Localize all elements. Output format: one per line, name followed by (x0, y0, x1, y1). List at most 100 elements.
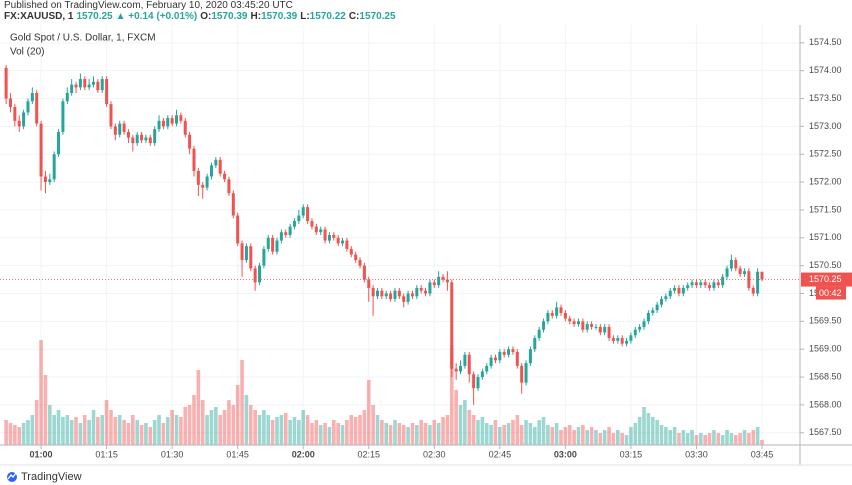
volume-bar (441, 417, 445, 445)
ohlc-key: O: (200, 11, 212, 22)
candle-body (681, 287, 685, 294)
candle-body (209, 165, 213, 177)
volume-bar (716, 433, 721, 445)
axes: 1567.50 1568.00 1568.50 1569.00 1569.50 1570.… (0, 37, 852, 459)
volume-bar (218, 415, 223, 445)
candle-body (651, 310, 655, 313)
y-tick-label: 1568.00 (809, 399, 842, 409)
volume-bar (738, 433, 742, 445)
ohlc-key: L: (300, 11, 310, 22)
volume-bar (581, 425, 585, 445)
published: Published on TradingView.com, February 1… (4, 0, 293, 11)
candle-body (205, 176, 209, 188)
volume-bar (458, 405, 463, 445)
volume-bar (528, 423, 533, 445)
candle-body (43, 176, 47, 183)
candle-body (489, 357, 493, 366)
volume (4, 340, 764, 445)
x-tick-label: 02:00 (292, 449, 315, 459)
candle-body (148, 137, 152, 144)
volume-bar (554, 423, 559, 445)
volume-bar (30, 415, 35, 445)
candle-body (664, 296, 668, 300)
candle-body (694, 282, 698, 286)
candle-body (424, 290, 428, 294)
candle-body (310, 221, 314, 227)
candle-body (712, 282, 716, 288)
volume-bar (165, 417, 170, 445)
candle-body (472, 374, 476, 389)
candle-body (406, 293, 410, 302)
volume-bar (279, 415, 284, 445)
candle-body (179, 115, 183, 121)
y-tick-label: 1571.50 (809, 204, 842, 214)
candle-body (96, 81, 100, 91)
candle-body (716, 282, 720, 286)
candle-body (8, 98, 12, 107)
candle-body (441, 276, 445, 280)
grid (0, 25, 800, 445)
candle-body (192, 148, 196, 171)
candle-body (397, 290, 401, 297)
candle-body (585, 324, 589, 330)
volume-bar (567, 425, 572, 445)
volume-bar (157, 415, 161, 445)
y-tick-label: 1574.50 (809, 37, 842, 47)
candle-body (26, 101, 30, 113)
candle-body (253, 268, 257, 283)
volume-bar (292, 417, 297, 445)
candle-body (48, 179, 52, 183)
y-tick-label: 1572.00 (809, 176, 842, 186)
candle-body (629, 335, 633, 341)
candle-body (354, 254, 358, 261)
candle-body (57, 131, 61, 155)
volume-bar (546, 425, 550, 445)
candle-body (738, 268, 742, 274)
volume-bar (664, 427, 668, 445)
volume-bar (139, 425, 144, 445)
candle-body (515, 351, 519, 366)
volume-bar (301, 410, 306, 445)
volume-bar (78, 423, 83, 445)
volume-bar (104, 400, 109, 445)
candle-body (686, 285, 690, 288)
candle-body (87, 84, 91, 88)
volume-bar (253, 410, 257, 445)
volume-bar (135, 420, 139, 445)
candle-body (537, 329, 541, 339)
y-tick-label: 1568.50 (809, 371, 842, 381)
volume-bar (48, 405, 52, 445)
volume-bar (362, 410, 367, 445)
candle-body (358, 260, 362, 266)
candle-body (135, 134, 139, 144)
candle-body (262, 248, 266, 266)
volume-bar (515, 415, 520, 445)
candle-body (327, 235, 331, 241)
volume-bar (410, 423, 415, 445)
last: 1570.25 (76, 11, 113, 22)
candle-body (349, 248, 353, 255)
x-tick-label: 02:45 (489, 449, 512, 459)
candle-body (633, 329, 637, 336)
candle-body (467, 354, 471, 375)
ohlc-value: 1570.22 (309, 11, 346, 22)
candle-body (576, 321, 580, 325)
candle-body (546, 312, 550, 322)
candle-body (105, 79, 109, 105)
volume-bar (406, 427, 410, 445)
candle-body (249, 246, 253, 269)
candle-body (402, 296, 406, 302)
volume-bar (668, 430, 673, 445)
candle-body (655, 304, 659, 311)
volume-bar (227, 400, 231, 445)
x-tick-label: 01:15 (95, 449, 118, 459)
volume-bar (21, 423, 26, 445)
volume-bar (637, 417, 642, 445)
candle-body (620, 338, 624, 344)
volume-bar (100, 415, 105, 445)
volume-label: Vol (20) (10, 47, 44, 58)
candle-body (751, 287, 755, 294)
symbol-line: FX:XAUUSD, 1 1570.25 ▲ +0.14 (+0.01%) O:157… (4, 11, 402, 22)
candle-body (502, 351, 506, 355)
candle-body (563, 312, 567, 319)
